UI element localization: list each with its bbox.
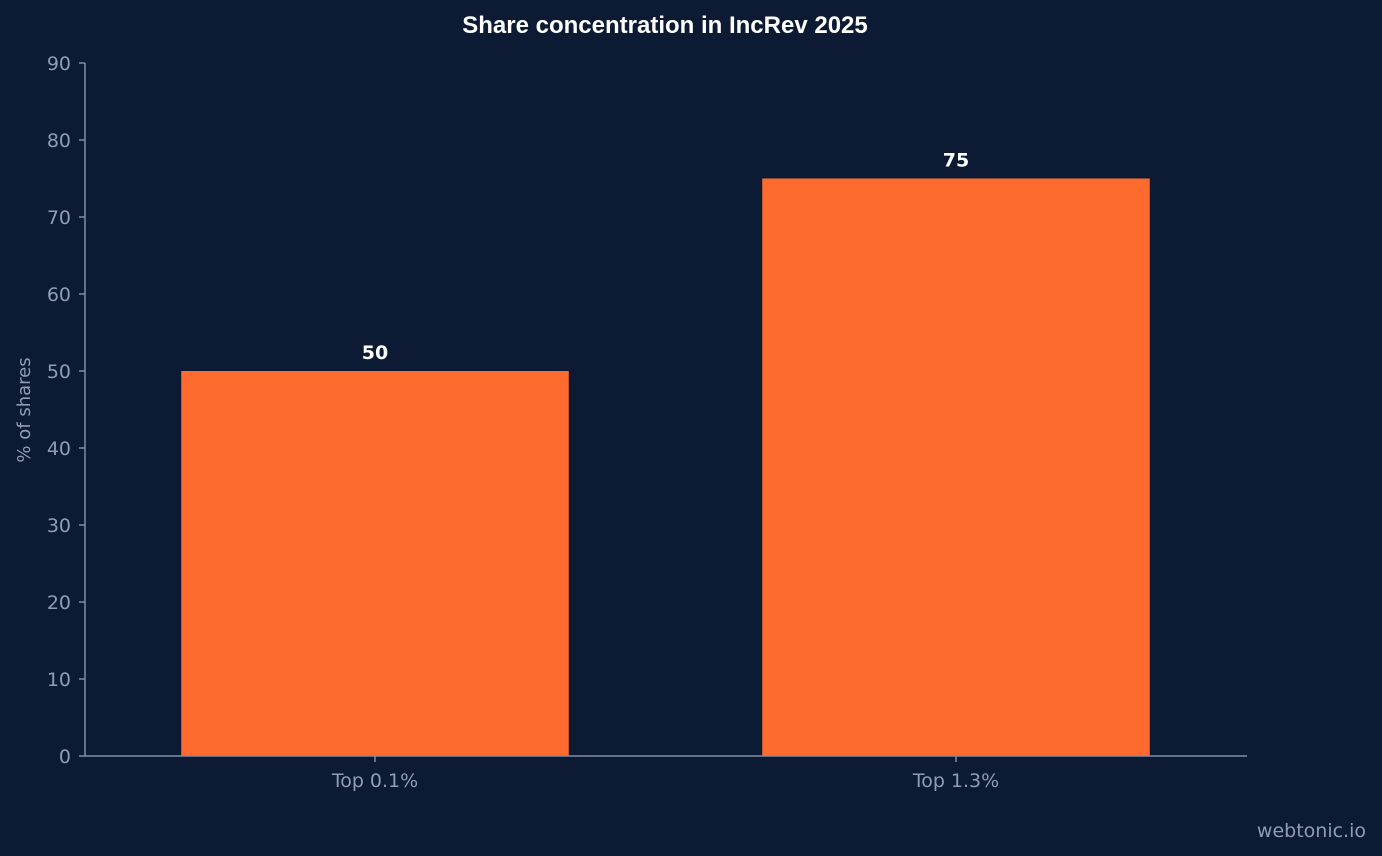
y-tick-label: 80	[47, 130, 71, 152]
y-tick-label: 20	[47, 592, 71, 614]
y-tick-label: 60	[47, 284, 71, 306]
y-tick-label: 0	[59, 746, 71, 768]
bars-group: 50 75	[181, 150, 1150, 756]
y-tick-label: 30	[47, 515, 71, 537]
bar-value-label: 75	[943, 150, 969, 172]
x-tick-label: Top 1.3%	[912, 770, 999, 792]
y-tick-label: 10	[47, 669, 71, 691]
y-axis-ticks: 0 10 20 30 40 50 60 70 80 90	[47, 53, 85, 768]
y-tick-label: 90	[47, 53, 71, 75]
chart-title: Share concentration in IncRev 2025	[462, 12, 867, 39]
y-tick-label: 70	[47, 207, 71, 229]
watermark: webtonic.io	[1256, 820, 1366, 842]
bar	[181, 371, 569, 756]
y-tick-label: 40	[47, 438, 71, 460]
x-axis-ticks: Top 0.1% Top 1.3%	[331, 756, 999, 792]
y-tick-label: 50	[47, 361, 71, 383]
x-tick-label: Top 0.1%	[331, 770, 418, 792]
bar-value-label: 50	[362, 342, 388, 364]
y-axis-label: % of shares	[14, 357, 35, 462]
bar	[762, 178, 1150, 756]
